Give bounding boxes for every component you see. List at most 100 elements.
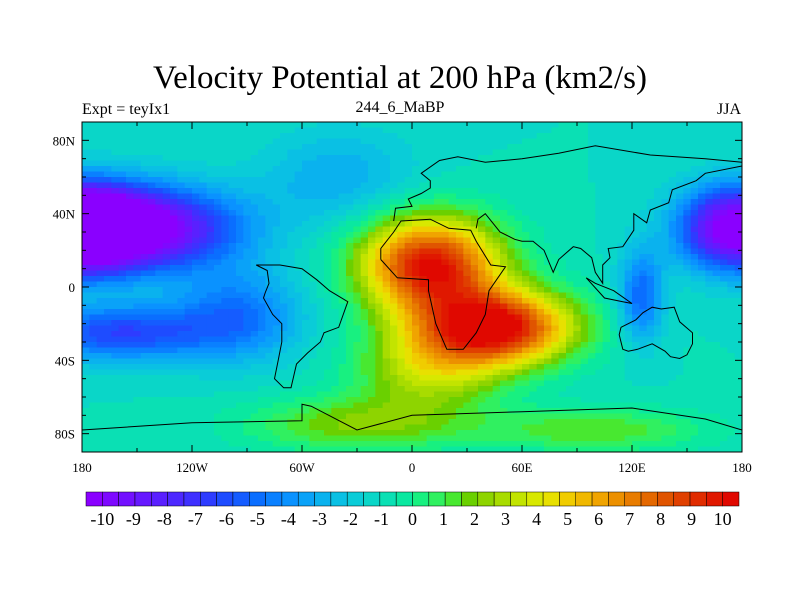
field-cell [140, 402, 149, 409]
field-cell [346, 155, 354, 162]
field-cell [698, 177, 706, 184]
field-cell [734, 408, 742, 415]
field-cell [404, 237, 413, 244]
field-cell [595, 144, 604, 151]
field-cell [272, 397, 281, 404]
field-cell [228, 380, 237, 387]
field-cell [302, 226, 310, 233]
field-cell [287, 325, 296, 332]
field-cell [536, 160, 545, 167]
field-cell [170, 402, 178, 409]
field-cell [265, 160, 274, 167]
field-cell [610, 331, 618, 338]
field-cell [551, 171, 560, 178]
field-cell [507, 298, 516, 305]
field-cell [382, 199, 391, 206]
field-cell [89, 210, 98, 217]
field-cell [412, 149, 420, 156]
field-cell [727, 133, 736, 140]
field-cell [558, 320, 567, 327]
field-cell [214, 287, 222, 294]
field-cell [485, 353, 494, 360]
field-cell [272, 391, 281, 398]
field-cell [529, 144, 538, 151]
field-cell [331, 171, 340, 178]
field-cell [258, 226, 266, 233]
field-cell [309, 210, 318, 217]
field-cell [690, 254, 699, 261]
field-cell [624, 380, 633, 387]
field-cell [690, 265, 699, 272]
field-cell [170, 232, 178, 239]
field-cell [118, 155, 127, 162]
field-cell [280, 254, 288, 261]
field-cell [111, 177, 120, 184]
field-cell [133, 325, 142, 332]
field-cell [734, 133, 742, 140]
field-cell [580, 259, 589, 266]
field-cell [522, 199, 530, 206]
field-cell [448, 380, 457, 387]
field-cell [280, 331, 288, 338]
field-cell [250, 369, 259, 376]
field-cell [536, 292, 545, 299]
field-cell [617, 347, 626, 354]
field-cell [309, 314, 318, 321]
field-cell [316, 375, 325, 382]
field-cell [551, 149, 560, 156]
field-cell [397, 254, 406, 261]
field-cell [375, 303, 384, 310]
field-cell [683, 298, 692, 305]
field-cell [404, 182, 413, 189]
field-cell [206, 408, 215, 415]
field-cell [170, 364, 178, 371]
field-cell [566, 358, 574, 365]
field-cell [514, 375, 523, 382]
field-cell [492, 188, 501, 195]
field-cell [492, 127, 501, 134]
field-cell [243, 298, 252, 305]
field-cell [96, 226, 105, 233]
field-cell [346, 237, 354, 244]
field-cell [536, 413, 545, 420]
field-cell [258, 408, 266, 415]
field-cell [287, 320, 296, 327]
field-cell [734, 331, 742, 338]
field-cell [426, 188, 435, 195]
field-cell [448, 314, 457, 321]
field-cell [104, 243, 112, 250]
field-cell [551, 199, 560, 206]
field-cell [507, 171, 516, 178]
field-cell [404, 325, 413, 332]
field-cell [632, 133, 640, 140]
field-cell [316, 133, 325, 140]
field-cell [375, 155, 384, 162]
field-cell [522, 226, 530, 233]
field-cell [228, 204, 237, 211]
field-cell [720, 408, 728, 415]
field-cell [162, 254, 171, 261]
field-cell [580, 292, 589, 299]
field-cell [243, 320, 252, 327]
field-cell [551, 413, 560, 420]
field-cell [338, 160, 347, 167]
field-cell [236, 182, 244, 189]
field-cell [485, 292, 494, 299]
field-cell [412, 309, 420, 316]
field-cell [734, 397, 742, 404]
field-cell [390, 166, 398, 173]
field-cell [404, 204, 413, 211]
field-cell [272, 276, 281, 283]
field-cell [258, 171, 266, 178]
field-cell [309, 199, 318, 206]
field-cell [214, 226, 222, 233]
field-cell [170, 369, 178, 376]
field-cell [705, 397, 714, 404]
field-cell [170, 210, 178, 217]
field-cell [199, 149, 208, 156]
field-cell [690, 281, 699, 288]
field-cell [500, 347, 508, 354]
field-cell [82, 270, 90, 277]
field-cell [712, 270, 721, 277]
field-cell [654, 397, 662, 404]
